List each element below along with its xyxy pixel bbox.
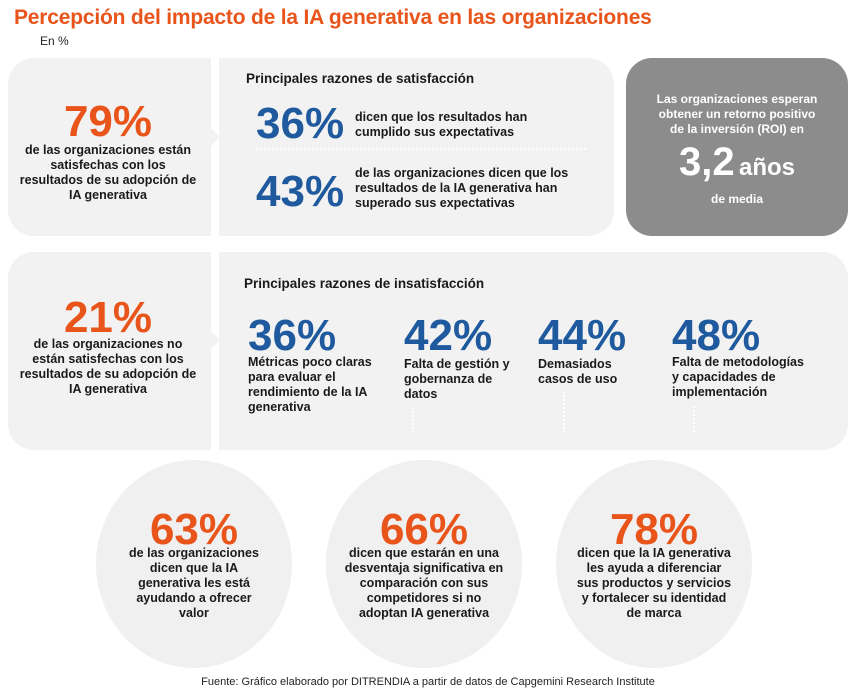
dissatisfaction-notch xyxy=(211,331,220,349)
roi-value: 3,2 xyxy=(678,140,735,184)
unsatisfied-text: de las organizaciones no están satisfech… xyxy=(19,337,197,396)
sat-reason-1-text: dicen que los resultados han cumplido su… xyxy=(355,110,528,139)
page-title: Percepción del impacto de la IA generati… xyxy=(14,6,652,29)
source-footer: Fuente: Gráfico elaborado por DITRENDIA … xyxy=(201,676,655,688)
circle-2-text: dicen que estarán en una desventaja sign… xyxy=(344,546,504,620)
circle-3-percent: 78% xyxy=(609,505,699,554)
sat-separator xyxy=(256,148,586,150)
satisfaction-panel xyxy=(8,58,614,236)
satisfaction-heading: Principales razones de satisfacción xyxy=(246,71,475,86)
roi-box: Las organizaciones esperan obtener un re… xyxy=(626,58,848,236)
sat-reason-2-text: de las organizaciones dicen que los resu… xyxy=(355,166,569,210)
roi-suffix: de media xyxy=(710,192,764,206)
dissatisfaction-heading: Principales razones de insatisfacción xyxy=(244,276,485,291)
dis-reason-3-percent: 44% xyxy=(538,311,627,360)
dissatisfaction-divider xyxy=(211,252,219,450)
dis-reason-2-percent: 42% xyxy=(404,311,493,360)
dis-reason-2-dots xyxy=(412,408,414,432)
dis-reason-4-dots xyxy=(693,406,695,432)
satisfied-text: de las organizaciones están satisfechas … xyxy=(19,143,197,202)
stat-circle-3 xyxy=(556,460,752,668)
circle-1-text: de las organizaciones dicen que la IA ge… xyxy=(129,546,259,620)
stat-circle-2 xyxy=(326,460,522,668)
dis-reason-2-text: Falta de gestión y gobernanza de datos xyxy=(404,357,510,401)
roi-text: Las organizaciones esperan obtener un re… xyxy=(656,92,818,136)
circle-1-percent: 63% xyxy=(149,505,239,554)
dis-reason-3-dots xyxy=(563,392,565,432)
sat-reason-2-percent: 43% xyxy=(256,167,345,216)
unsatisfied-percent: 21% xyxy=(63,293,153,342)
satisfied-percent: 79% xyxy=(63,97,153,146)
circle-3-text: dicen que la IA generativa les ayuda a d… xyxy=(576,546,732,620)
dis-reason-1-percent: 36% xyxy=(248,311,337,360)
dis-reason-1-text: Métricas poco claras para evaluar el ren… xyxy=(248,355,372,414)
dis-reason-4-text: Falta de metodologías y capacidades de i… xyxy=(672,355,804,399)
satisfaction-notch xyxy=(211,128,220,146)
dissatisfaction-panel xyxy=(8,252,848,450)
roi-unit: años xyxy=(739,154,796,181)
circle-2-percent: 66% xyxy=(379,505,469,554)
dis-reason-4-percent: 48% xyxy=(672,311,761,360)
sat-reason-1-percent: 36% xyxy=(256,99,345,148)
stat-circle-1 xyxy=(96,460,292,668)
satisfaction-divider xyxy=(211,58,219,236)
unit-label: En % xyxy=(40,34,69,48)
dis-reason-3-text: Demasiados casos de uso xyxy=(538,357,618,386)
